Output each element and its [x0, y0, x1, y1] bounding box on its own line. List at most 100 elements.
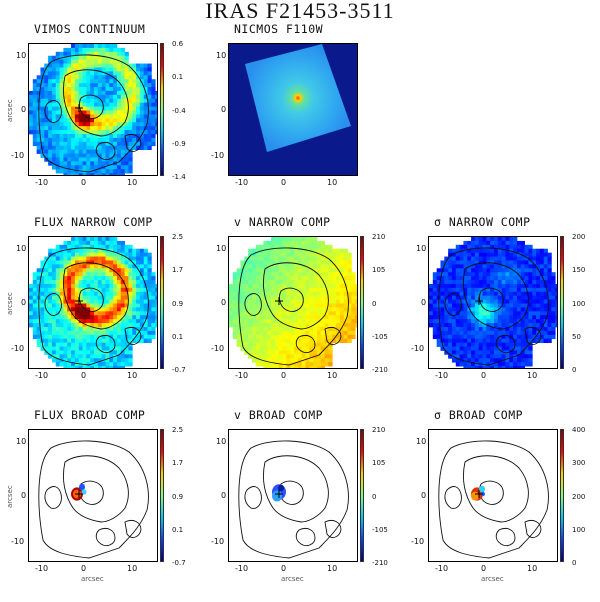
map-frame: [428, 236, 558, 369]
contour-line: [244, 293, 262, 316]
contour-line: [78, 94, 104, 119]
y-tick-label: 0: [21, 105, 27, 114]
colorbar: [560, 429, 564, 562]
panel-title: σ NARROW COMP: [434, 215, 531, 229]
contour-line: [62, 69, 129, 137]
x-tick-label: -10: [35, 178, 49, 187]
contour-line: [78, 287, 104, 312]
colorbar-tick-label: 2.5: [172, 426, 184, 434]
x-tick-label: -10: [435, 564, 449, 573]
colorbar-tick-label: 200: [572, 233, 586, 241]
x-tick-label: -10: [435, 371, 449, 380]
map-image: [29, 44, 157, 175]
y-axis-label: arcsec: [6, 98, 14, 122]
map-frame: [28, 236, 158, 369]
contour-line: [324, 519, 342, 538]
y-axis-label: arcsec: [6, 484, 14, 508]
colorbar-tick-label: -105: [372, 525, 388, 534]
map-image: [229, 237, 357, 368]
x-tick-label: 10: [327, 371, 338, 380]
colorbar-tick-label: 0: [572, 366, 577, 374]
broad-emission-blob: [479, 485, 485, 493]
colorbar-tick-label: 1.7: [172, 266, 184, 275]
contour-line: [44, 293, 62, 316]
y-tick-label: -10: [211, 151, 225, 160]
x-axis-label: arcsec: [281, 575, 304, 583]
broad-emission-blob: [272, 490, 282, 502]
contour-line: [444, 486, 462, 509]
map-frame: [428, 429, 558, 562]
contour-line: [124, 326, 142, 345]
nicmos-detector-footprint: [245, 44, 351, 152]
y-tick-label: 10: [16, 51, 27, 60]
colorbar-tick-label: 210: [372, 233, 386, 241]
contour-line: [44, 486, 62, 509]
colorbar-tick-label: 0.1: [172, 332, 184, 341]
map-frame: [28, 43, 158, 176]
contour-line: [62, 262, 129, 330]
y-tick-label: 0: [221, 491, 227, 500]
y-tick-label: 0: [421, 298, 427, 307]
colorbar-tick-label: 0: [572, 559, 577, 567]
panel-title: NICMOS F110W: [234, 22, 324, 36]
y-tick-label: 0: [221, 105, 227, 114]
x-tick-label: 0: [281, 371, 287, 380]
contour-line: [238, 440, 349, 559]
map-frame: [28, 429, 158, 562]
x-tick-label: 0: [81, 178, 87, 187]
colorbar-tick-label: -1.4: [172, 173, 186, 181]
colorbar-tick-label: 0.1: [172, 525, 184, 534]
colorbar-tick-label: 200: [572, 492, 586, 501]
y-tick-label: 10: [16, 244, 27, 253]
y-tick-label: 10: [416, 244, 427, 253]
map-image: [229, 44, 357, 175]
y-tick-label: -10: [211, 344, 225, 353]
contour-line: [95, 141, 116, 161]
contour-line: [95, 334, 116, 354]
colorbar-tick-label: -0.4: [172, 106, 186, 115]
x-axis-label: arcsec: [481, 575, 504, 583]
x-tick-label: 10: [527, 564, 538, 573]
colorbar-tick-label: 2.5: [172, 233, 184, 241]
colorbar-tick-label: 400: [572, 426, 586, 434]
y-tick-label: -10: [11, 537, 25, 546]
contour-line: [262, 262, 329, 330]
x-tick-label: -10: [235, 564, 249, 573]
contour-line: [38, 440, 149, 559]
y-tick-label: 0: [21, 298, 27, 307]
y-tick-label: -10: [11, 151, 25, 160]
x-tick-label: 10: [327, 178, 338, 187]
contour-line: [95, 527, 116, 547]
x-tick-label: -10: [235, 178, 249, 187]
colorbar-tick-label: -0.7: [172, 366, 186, 374]
contour-line: [278, 287, 304, 312]
contour-line: [62, 455, 129, 523]
contour-line: [438, 440, 549, 559]
panel-title: VIMOS CONTINUUM: [34, 22, 146, 36]
panel-title: FLUX NARROW COMP: [34, 215, 153, 229]
x-tick-label: 0: [281, 564, 287, 573]
y-tick-label: 10: [16, 437, 27, 446]
y-tick-label: 10: [216, 437, 227, 446]
panel-title: FLUX BROAD COMP: [34, 408, 146, 422]
x-tick-label: 0: [481, 564, 487, 573]
colorbar-tick-label: 0.1: [172, 73, 184, 82]
colorbar-tick-label: 1.7: [172, 459, 184, 468]
colorbar-tick-label: 105: [372, 459, 386, 468]
y-tick-label: 10: [216, 244, 227, 253]
broad-emission-blob: [79, 483, 85, 491]
broad-emission-blob: [471, 491, 479, 501]
broad-emission-blob: [278, 484, 284, 492]
x-tick-label: 10: [527, 371, 538, 380]
broad-emission-blob: [81, 489, 87, 495]
contour-line: [262, 455, 329, 523]
contour-line: [324, 326, 342, 345]
x-tick-label: 10: [327, 564, 338, 573]
contour-line: [438, 247, 549, 366]
panel-title: σ BROAD COMP: [434, 408, 524, 422]
colorbar-tick-label: 0.9: [172, 492, 184, 501]
contour-line: [524, 519, 542, 538]
contour-line: [38, 247, 149, 366]
colorbar-tick-label: -0.9: [172, 139, 186, 148]
contour-line: [462, 262, 529, 330]
